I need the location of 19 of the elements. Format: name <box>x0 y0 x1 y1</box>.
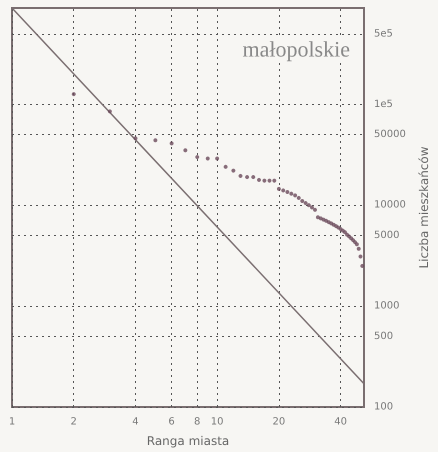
x-tick-label: 8 <box>194 416 200 428</box>
x-tick-label: 2 <box>70 416 77 428</box>
y-tick-label: 1e5 <box>374 98 393 110</box>
y-tick-label: 1000 <box>374 300 400 312</box>
x-tick-label: 1 <box>8 416 16 428</box>
y-tick-label: 50000 <box>374 129 406 140</box>
x-tick-label: 6 <box>168 416 175 428</box>
y-tick-label: 5e5 <box>374 28 393 40</box>
annotation: małopolskie <box>242 36 350 62</box>
y-tick-label: 500 <box>374 330 394 342</box>
y-tick-label: 100 <box>374 402 394 412</box>
x-tick-label: 20 <box>272 416 286 428</box>
y-tick-label: 10000 <box>374 200 406 211</box>
x-tick-label: 10 <box>210 416 224 428</box>
x-tick-label: 4 <box>132 416 139 428</box>
y-axis-title: Liczba mieszkańców <box>417 146 431 269</box>
x-axis-title: Ranga miasta <box>146 434 230 448</box>
x-tick-label: 40 <box>334 416 347 428</box>
y-tick-label: 5000 <box>374 230 400 242</box>
